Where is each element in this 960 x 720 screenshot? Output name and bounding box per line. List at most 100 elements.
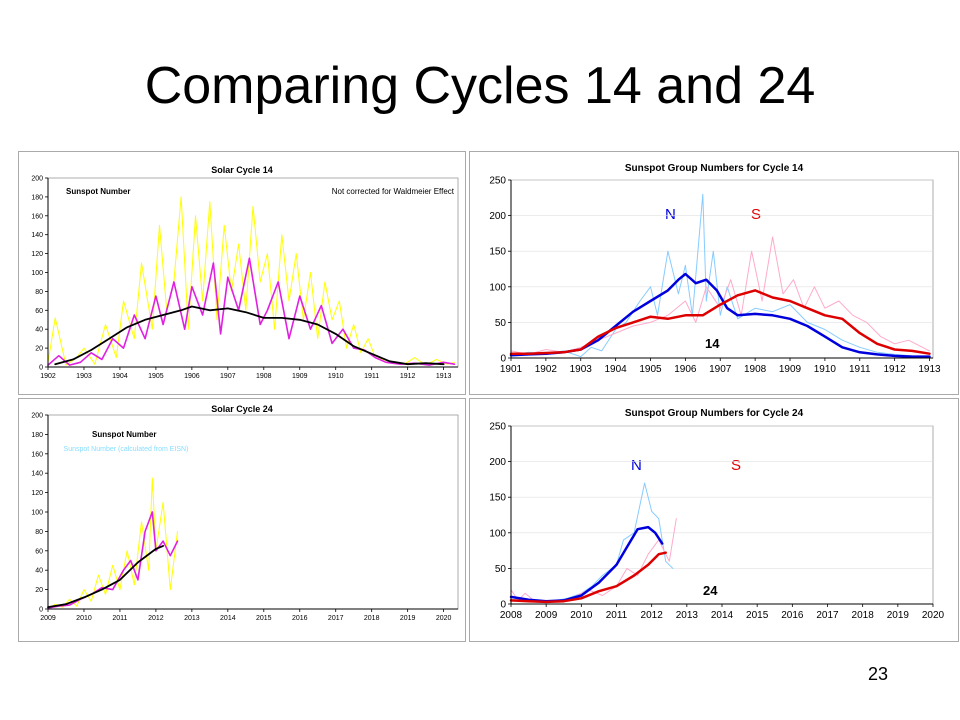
y-tick-label: 100 (31, 509, 43, 516)
solar-cycle-14-chart: Solar Cycle 14 Sunspot Number Not correc… (18, 151, 466, 395)
chart-title: Solar Cycle 24 (211, 404, 273, 414)
y-tick-label: 100 (489, 528, 506, 539)
x-tick-label: 2016 (781, 610, 804, 621)
series-sublabel: Sunspot Number (calculated from EISN) (64, 446, 189, 453)
x-tick-label: 2020 (922, 610, 945, 621)
x-tick-label: 2008 (500, 610, 523, 621)
x-tick-label: 1903 (76, 373, 92, 380)
x-tick-label: 1909 (292, 373, 308, 380)
y-tick-label: 80 (35, 529, 43, 536)
series-label: Sunspot Number (66, 187, 130, 196)
x-tick-label: 1903 (570, 364, 593, 375)
y-tick-label: 250 (489, 176, 506, 187)
page-number: 23 (868, 664, 889, 684)
y-tick-label: 80 (35, 289, 43, 296)
y-tick-label: 50 (495, 564, 507, 575)
x-tick-label: 1911 (364, 373, 379, 380)
series-north-smoothed-line (509, 272, 931, 358)
series-smoothed-line (47, 544, 165, 609)
x-tick-label: 2019 (887, 610, 910, 621)
group-numbers-cycle-24-chart: Sunspot Group Numbers for Cycle 24 N S 2… (469, 398, 959, 642)
south-label: S (731, 457, 741, 474)
x-tick-label: 1908 (256, 373, 272, 380)
series-label: Sunspot Number (92, 430, 156, 439)
series-monthly-line (47, 511, 179, 609)
y-tick-label: 20 (35, 587, 43, 594)
x-tick-label: 2017 (328, 615, 344, 622)
x-tick-label: 2013 (676, 610, 699, 621)
north-label: N (631, 457, 642, 474)
south-label: S (751, 206, 761, 223)
y-tick-label: 100 (489, 282, 506, 293)
x-tick-label: 2013 (184, 615, 200, 622)
x-tick-label: 1913 (436, 373, 452, 380)
x-tick-label: 1905 (148, 373, 164, 380)
y-tick-label: 0 (39, 364, 43, 371)
x-tick-label: 1906 (674, 364, 697, 375)
slide-title: Comparing Cycles 14 and 24 (144, 57, 816, 115)
x-tick-label: 2018 (852, 610, 875, 621)
y-tick-label: 160 (31, 213, 43, 220)
x-tick-label: 2015 (256, 615, 272, 622)
x-tick-label: 2019 (400, 615, 416, 622)
y-tick-label: 0 (500, 354, 506, 365)
x-tick-label: 1911 (849, 364, 871, 375)
x-tick-label: 1901 (500, 364, 523, 375)
y-tick-label: 140 (31, 471, 43, 478)
x-tick-label: 2012 (641, 610, 664, 621)
x-tick-label: 1908 (744, 364, 767, 375)
y-tick-label: 200 (489, 457, 506, 468)
chart-title: Sunspot Group Numbers for Cycle 24 (625, 408, 804, 419)
y-tick-label: 40 (35, 327, 43, 334)
y-tick-label: 120 (31, 490, 43, 497)
y-tick-label: 200 (489, 211, 506, 222)
x-tick-label: 2020 (436, 615, 452, 622)
x-tick-label: 2018 (364, 615, 380, 622)
x-tick-label: 2010 (76, 615, 92, 622)
x-tick-label: 1904 (112, 373, 128, 380)
x-tick-label: 1910 (328, 373, 344, 380)
x-tick-label: 2014 (711, 610, 734, 621)
chart-note: Not corrected for Waldmeier Effect (332, 187, 455, 196)
x-tick-label: 2009 (535, 610, 558, 621)
x-tick-label: 2014 (220, 615, 236, 622)
x-tick-label: 1906 (184, 373, 200, 380)
y-tick-label: 0 (500, 600, 506, 611)
x-tick-label: 1907 (709, 364, 732, 375)
y-tick-label: 0 (39, 606, 43, 613)
series-daily-line (47, 196, 455, 366)
x-tick-label: 1907 (220, 373, 236, 380)
series-south-smoothed-line (509, 551, 667, 604)
x-tick-label: 1913 (918, 364, 941, 375)
chart-title: Sunspot Group Numbers for Cycle 14 (625, 163, 804, 174)
series-smoothed-line (54, 305, 445, 366)
x-tick-label: 1902 (40, 373, 56, 380)
x-tick-label: 2016 (292, 615, 308, 622)
solar-cycle-24-chart: Solar Cycle 24 Sunspot Number Sunspot Nu… (18, 398, 466, 642)
y-tick-label: 160 (31, 451, 43, 458)
x-tick-label: 1905 (639, 364, 662, 375)
x-tick-label: 1902 (535, 364, 558, 375)
cycle-label: 14 (705, 336, 720, 351)
cycle-label: 24 (703, 583, 718, 598)
series-north-raw-line (510, 193, 930, 358)
x-tick-label: 1909 (779, 364, 802, 375)
x-tick-label: 2011 (606, 610, 628, 621)
y-tick-label: 140 (31, 232, 43, 239)
x-tick-label: 2011 (112, 615, 127, 622)
x-tick-label: 2015 (746, 610, 769, 621)
y-tick-label: 50 (495, 318, 507, 329)
north-label: N (665, 206, 676, 223)
x-tick-label: 1910 (814, 364, 837, 375)
y-tick-label: 60 (35, 548, 43, 555)
y-tick-label: 150 (489, 493, 506, 504)
y-tick-label: 40 (35, 568, 43, 575)
group-numbers-cycle-14-chart: Sunspot Group Numbers for Cycle 14 N S 1… (469, 151, 959, 395)
y-tick-label: 200 (31, 175, 43, 182)
chart-title: Solar Cycle 14 (211, 165, 273, 175)
x-tick-label: 1912 (400, 373, 416, 380)
x-tick-label: 2009 (40, 615, 56, 622)
x-tick-label: 2012 (148, 615, 164, 622)
y-tick-label: 180 (31, 432, 43, 439)
y-tick-label: 120 (31, 251, 43, 258)
